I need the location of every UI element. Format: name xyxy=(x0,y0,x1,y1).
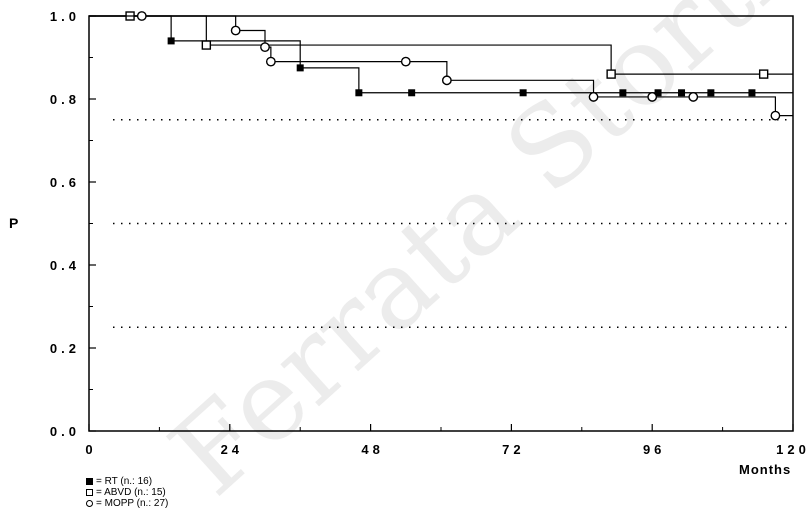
legend-label-mopp: = MOPP (n.: 27) xyxy=(96,498,169,509)
legend-label-abvd: = ABVD (n.: 15) xyxy=(96,487,166,498)
open-circle-icon xyxy=(86,500,93,507)
point-rt-5 xyxy=(619,89,627,97)
point-rt-1 xyxy=(296,64,304,72)
y-tick-label-1: 0.2 xyxy=(50,341,80,356)
point-mopp-0 xyxy=(136,11,147,21)
x-axis-label: Months xyxy=(739,462,791,477)
point-rt-0 xyxy=(167,37,175,45)
axes: 0.0 0.2 0.4 0.6 0.8 1.0 0 24 48 72 96 120 xyxy=(50,9,810,457)
y-tick-label-4: 0.8 xyxy=(50,92,80,107)
point-mopp-2 xyxy=(260,42,270,53)
point-rt-6 xyxy=(654,89,662,97)
legend-item-abvd: = ABVD (n.: 15) xyxy=(86,487,168,498)
point-mopp-6 xyxy=(588,92,599,102)
y-tick-label-2: 0.4 xyxy=(50,258,80,273)
point-mopp-7 xyxy=(647,92,658,102)
y-tick-label-0: 0.0 xyxy=(50,424,80,439)
y-tick-label-5: 1.0 xyxy=(50,9,80,24)
legend: = RT (n.: 16) = ABVD (n.: 15) = MOPP (n.… xyxy=(86,476,168,509)
legend-label-rt: = RT (n.: 16) xyxy=(96,476,153,487)
watermark: Ferrata Storti Foundation xyxy=(147,0,811,519)
point-mopp-4 xyxy=(400,56,411,67)
point-abvd-3 xyxy=(758,69,769,79)
point-mopp-5 xyxy=(441,75,452,86)
point-mopp-9 xyxy=(770,110,781,121)
x-tick-label-3: 72 xyxy=(502,442,524,457)
point-abvd-2 xyxy=(606,69,616,79)
legend-item-mopp: = MOPP (n.: 27) xyxy=(86,498,168,509)
x-tick-label-4: 96 xyxy=(643,442,665,457)
open-square-icon xyxy=(86,489,93,496)
y-tick-label-3: 0.6 xyxy=(50,175,80,190)
series-line-rt xyxy=(89,15,793,94)
x-tick-label-5: 120 xyxy=(776,442,810,457)
y-axis-label: P xyxy=(9,215,18,231)
point-rt-7 xyxy=(678,89,686,97)
series-rt xyxy=(89,15,793,97)
x-tick-label-2: 48 xyxy=(361,442,383,457)
point-mopp-3 xyxy=(265,56,276,67)
point-rt-2 xyxy=(355,89,363,97)
point-abvd-1 xyxy=(201,40,212,50)
x-tick-label-0: 0 xyxy=(85,442,96,457)
point-rt-8 xyxy=(707,89,715,97)
point-mopp-8 xyxy=(688,92,699,102)
legend-item-rt: = RT (n.: 16) xyxy=(86,476,168,487)
point-rt-4 xyxy=(519,89,527,97)
series-mopp xyxy=(89,11,793,121)
reference-lines xyxy=(113,119,789,328)
point-mopp-1 xyxy=(230,25,241,36)
x-tick-label-1: 24 xyxy=(221,442,243,457)
point-rt-9 xyxy=(748,89,756,97)
point-rt-3 xyxy=(408,89,416,97)
filled-square-icon xyxy=(86,478,93,485)
series-layer xyxy=(89,11,793,121)
